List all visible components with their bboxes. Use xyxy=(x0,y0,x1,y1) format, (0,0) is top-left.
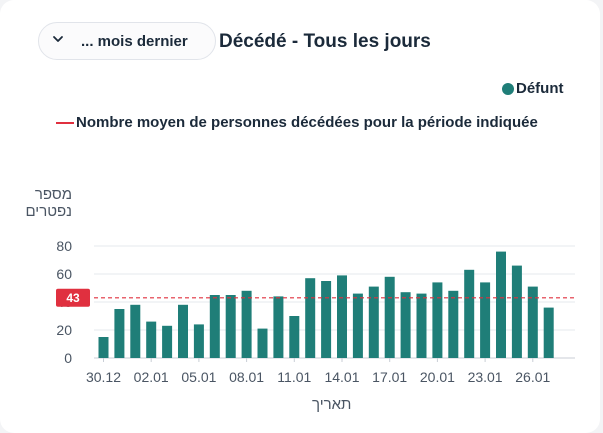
legend-average-swatch xyxy=(56,122,74,125)
x-tick-label: 17.01 xyxy=(372,369,407,385)
bar xyxy=(321,281,332,358)
legend-average-label: Nombre moyen de personnes décédées pour … xyxy=(76,114,538,131)
legend-average[interactable]: Nombre moyen de personnes décédées pour … xyxy=(52,108,552,138)
bar xyxy=(496,251,506,358)
x-tick-label: 30.12 xyxy=(86,369,121,385)
bar xyxy=(400,292,411,358)
bar xyxy=(432,282,443,358)
y-axis-label: מספר נפטרים xyxy=(25,186,72,220)
bar xyxy=(384,276,395,358)
bar xyxy=(257,328,268,358)
bar xyxy=(130,304,141,358)
bar xyxy=(480,282,491,358)
bar xyxy=(511,265,522,358)
x-tick-label: 11.01 xyxy=(277,369,311,385)
x-tick-label: 05.01 xyxy=(181,369,216,385)
bar xyxy=(352,293,363,358)
x-axis-label: תאריך xyxy=(312,396,352,413)
x-tick-label: 26.01 xyxy=(515,369,550,385)
x-tick-label: 14.01 xyxy=(324,369,359,385)
bar xyxy=(98,337,109,358)
y-tick-label: 60 xyxy=(56,266,72,282)
x-tick-label: 20.01 xyxy=(420,369,455,385)
average-badge xyxy=(56,288,90,307)
bar xyxy=(543,307,554,358)
bar xyxy=(273,296,284,358)
x-tick-label: 23.01 xyxy=(468,369,503,385)
average-badge-label: 43 xyxy=(66,291,80,305)
x-tick-label: 02.01 xyxy=(134,369,169,385)
chart-title: Décédé - Tous les jours xyxy=(219,31,431,52)
y-tick-label: 20 xyxy=(56,322,72,338)
x-tick-label: 08.01 xyxy=(229,369,264,385)
bar xyxy=(178,304,188,358)
legend-series-label: Défunt xyxy=(516,80,564,97)
chevron-down-icon xyxy=(53,36,63,42)
bar xyxy=(289,316,300,358)
period-dropdown-label: ... mois dernier xyxy=(81,33,188,50)
bar xyxy=(162,325,173,358)
bar xyxy=(416,293,427,358)
y-tick-label: 80 xyxy=(56,238,72,254)
bar xyxy=(225,295,236,358)
bar xyxy=(114,309,125,358)
y-tick-label: 0 xyxy=(64,350,72,366)
bar xyxy=(337,275,347,358)
bar xyxy=(241,290,252,358)
bar xyxy=(464,269,475,358)
bar xyxy=(527,286,538,358)
bar xyxy=(146,321,157,358)
bar xyxy=(305,278,316,358)
period-dropdown[interactable]: ... mois dernier xyxy=(38,22,216,60)
bar xyxy=(193,324,204,358)
bar xyxy=(448,290,459,358)
bar xyxy=(209,295,220,358)
legend-series-swatch xyxy=(502,82,514,95)
legend-series[interactable]: Défunt xyxy=(502,80,564,97)
bar xyxy=(368,286,379,358)
